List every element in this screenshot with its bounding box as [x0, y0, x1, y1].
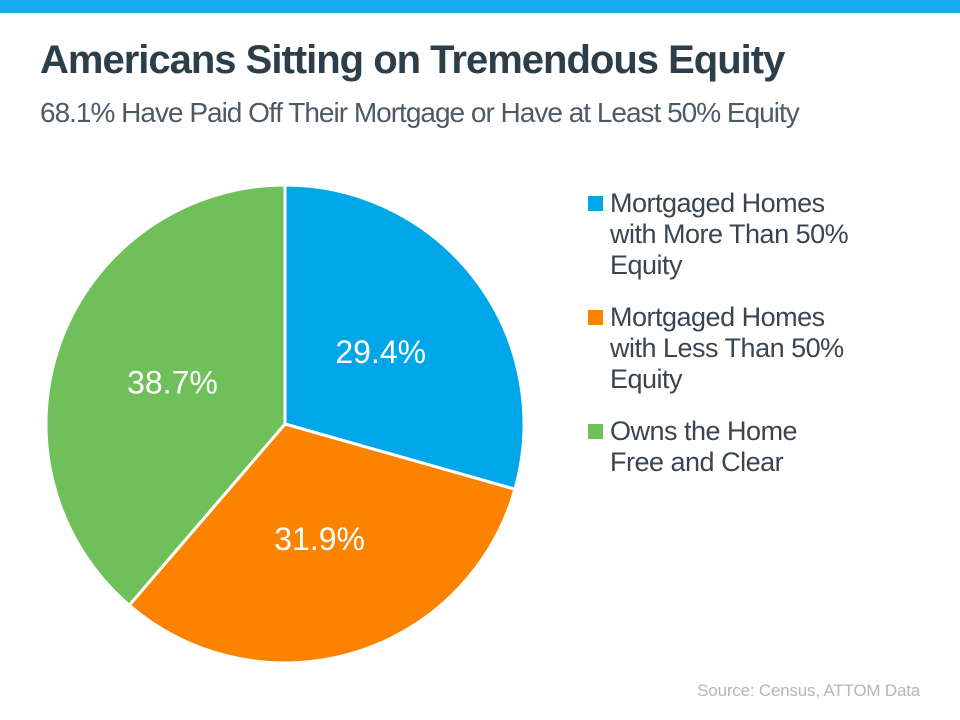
top-accent-bar: [0, 0, 960, 13]
legend-label: Mortgaged Homes with More Than 50% Equity: [610, 188, 849, 280]
legend-label: Mortgaged Homes with Less Than 50% Equity: [610, 302, 844, 394]
source-attribution: Source: Census, ATTOM Data: [697, 681, 920, 700]
legend-swatch: [588, 196, 603, 211]
legend-label: Owns the Home Free and Clear: [610, 416, 798, 477]
legend-swatch: [588, 424, 603, 439]
legend-item: Mortgaged Homes with Less Than 50% Equity: [588, 302, 918, 395]
pie-chart: 29.4% 31.9% 38.7%: [44, 183, 526, 665]
pie-slice-2: [44, 183, 287, 607]
pie-slice-label: 38.7%: [127, 365, 218, 401]
legend-swatch: [588, 310, 603, 325]
pie-slice-0: [283, 183, 526, 491]
pie-slice-label: 31.9%: [274, 521, 365, 557]
page-subtitle: 68.1% Have Paid Off Their Mortgage or Ha…: [40, 97, 800, 128]
legend-item: Mortgaged Homes with More Than 50% Equity: [588, 188, 918, 281]
legend-item: Owns the Home Free and Clear: [588, 416, 918, 478]
page-title: Americans Sitting on Tremendous Equity: [40, 38, 785, 82]
pie-slice-label: 29.4%: [335, 334, 426, 370]
chart-legend: Mortgaged Homes with More Than 50% Equity M…: [588, 188, 918, 499]
pie-slice-1: [127, 422, 517, 665]
